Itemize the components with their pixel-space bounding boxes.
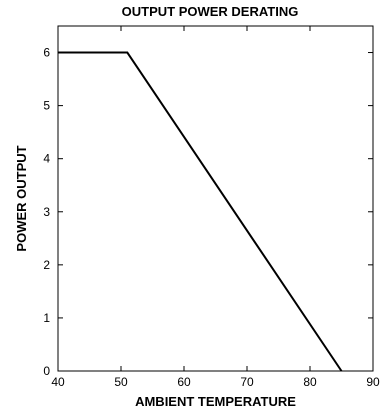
derating-line — [58, 51, 343, 372]
series-layer — [57, 51, 343, 372]
y-tick-label: 1 — [43, 311, 50, 325]
chart-title: OUTPUT POWER DERATING — [122, 4, 299, 19]
x-axis-ticks: 40 50 60 70 80 90 — [51, 26, 380, 389]
x-tick-label: 60 — [177, 375, 191, 389]
y-tick-label: 2 — [43, 258, 50, 272]
y-axis-label: POWER OUTPUT — [14, 145, 29, 251]
y-tick-label: 6 — [43, 46, 50, 60]
x-tick-label: 90 — [366, 375, 380, 389]
plot-frame — [57, 25, 374, 372]
y-tick-label: 0 — [43, 364, 50, 378]
x-tick-label: 80 — [303, 375, 317, 389]
x-axis-label: AMBIENT TEMPERATURE — [135, 394, 296, 409]
y-tick-label: 5 — [43, 99, 50, 113]
x-tick-label: 40 — [51, 375, 65, 389]
x-tick-label: 50 — [114, 375, 128, 389]
y-axis-ticks: 0 1 2 3 4 5 6 — [43, 46, 373, 378]
y-tick-label: 4 — [43, 152, 50, 166]
y-tick-label: 3 — [43, 205, 50, 219]
x-tick-label: 70 — [240, 375, 254, 389]
